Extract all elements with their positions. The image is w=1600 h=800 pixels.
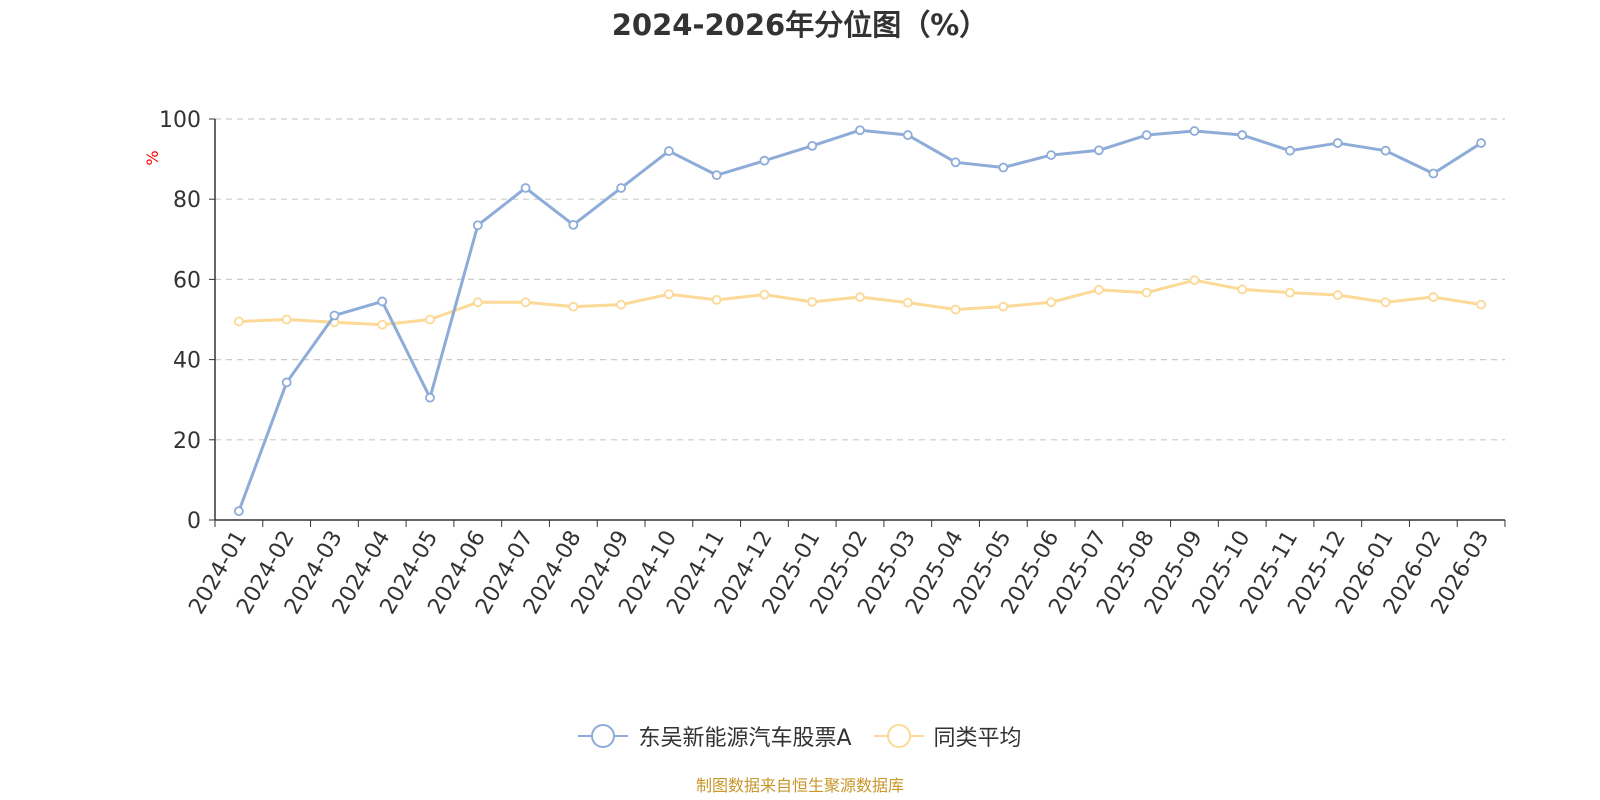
series-1-point[interactable]: [855, 125, 865, 136]
series-1-point[interactable]: [950, 157, 961, 168]
y-tick-label: 80: [173, 188, 201, 213]
series-2-point[interactable]: [616, 299, 627, 310]
series-2-point[interactable]: [855, 292, 865, 302]
series-1-point[interactable]: [1189, 126, 1200, 136]
series-2-point[interactable]: [1380, 297, 1391, 308]
series-2-point[interactable]: [281, 314, 292, 325]
series-1-point[interactable]: [711, 170, 722, 181]
y-tick-label: 40: [173, 349, 201, 374]
y-tick-label: 60: [173, 268, 201, 293]
series-2-point[interactable]: [1285, 287, 1295, 298]
series-1-point[interactable]: [759, 155, 770, 166]
series-1-point[interactable]: [329, 310, 340, 321]
series-2-point[interactable]: [472, 297, 483, 308]
series-2-point[interactable]: [568, 301, 579, 312]
series-1-point[interactable]: [520, 183, 531, 193]
series-2-point[interactable]: [663, 289, 674, 300]
series-1-point[interactable]: [1285, 145, 1295, 156]
series-2-point[interactable]: [1141, 287, 1152, 298]
legend-label-series-1: 东吴新能源汽车股票A: [638, 726, 852, 751]
series-1-point[interactable]: [998, 162, 1009, 173]
series-2-point[interactable]: [950, 304, 961, 315]
series-1-point[interactable]: [233, 506, 244, 517]
series-line-2: [238, 278, 1482, 327]
source-footnote: 制图数据来自恒生聚源数据库: [695, 776, 904, 795]
series-2-point[interactable]: [998, 301, 1009, 312]
series-1-point[interactable]: [1237, 130, 1248, 140]
series-1-point[interactable]: [425, 392, 435, 403]
series-2-point[interactable]: [1046, 297, 1057, 308]
series-1-point[interactable]: [1476, 138, 1487, 148]
legend-item-series-2[interactable]: 同类平均: [873, 720, 1022, 752]
series-2-point[interactable]: [1237, 284, 1248, 295]
series-1-point[interactable]: [472, 220, 483, 231]
series-1-point[interactable]: [663, 146, 674, 156]
series-1-point[interactable]: [281, 377, 292, 388]
series-1-point[interactable]: [1428, 168, 1439, 179]
series-1-point[interactable]: [807, 140, 818, 151]
series-2-point[interactable]: [1093, 284, 1104, 295]
y-tick-label: 100: [159, 108, 201, 133]
line-chart: 020406080100%2024-012024-022024-032024-0…: [143, 108, 1506, 619]
series-1-point[interactable]: [616, 183, 627, 193]
y-tick-label: 20: [173, 429, 201, 454]
series-2-point[interactable]: [1428, 292, 1439, 302]
series-1-point[interactable]: [1046, 150, 1057, 160]
series-2-point[interactable]: [377, 319, 388, 330]
series-1-point[interactable]: [377, 296, 388, 307]
legend-marker-series-2: [873, 721, 924, 751]
chart-legend: 东吴新能源汽车股票A 同类平均: [0, 718, 1600, 754]
series-1-point[interactable]: [1093, 145, 1104, 156]
series-2-point[interactable]: [807, 296, 818, 307]
legend-item-series-1[interactable]: 东吴新能源汽车股票A: [578, 720, 852, 752]
series-2-point[interactable]: [1189, 275, 1200, 286]
series-1-point[interactable]: [1141, 130, 1152, 140]
series-2-point[interactable]: [520, 297, 531, 308]
series-2-point[interactable]: [1476, 299, 1487, 310]
series-1-point[interactable]: [902, 130, 913, 140]
y-tick-label: 0: [187, 509, 201, 534]
series-2-point[interactable]: [233, 316, 244, 327]
y-axis-label: %: [143, 150, 162, 165]
legend-label-series-2: 同类平均: [933, 726, 1022, 751]
series-1-point[interactable]: [1332, 138, 1343, 148]
series-1-point[interactable]: [1380, 145, 1391, 156]
series-2-point[interactable]: [711, 294, 722, 305]
series-1-point[interactable]: [568, 219, 579, 230]
chart-title: 2024-2026年分位图（%）: [611, 8, 989, 42]
series-2-point[interactable]: [759, 289, 770, 300]
legend-marker-series-1: [578, 721, 629, 751]
series-2-point[interactable]: [425, 314, 435, 325]
series-2-point[interactable]: [902, 297, 913, 308]
series-2-point[interactable]: [1332, 290, 1343, 300]
